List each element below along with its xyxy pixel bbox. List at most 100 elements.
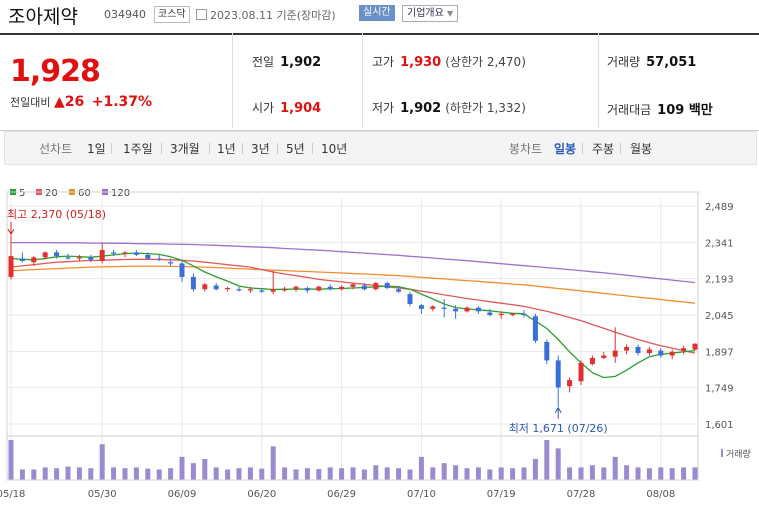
volume-bar	[464, 468, 470, 480]
candle-body	[350, 284, 356, 287]
stock-code: 034940	[104, 8, 146, 21]
volume-bar	[225, 469, 231, 480]
tab-10y[interactable]: 10년	[321, 142, 348, 156]
divider	[620, 143, 621, 154]
tab-daily[interactable]: 일봉	[554, 142, 577, 156]
x-tick-label: 07/10	[407, 489, 436, 500]
candle-body	[487, 312, 493, 315]
lower-limit: (하한가 1,332)	[445, 101, 526, 115]
volume-bar	[54, 468, 60, 480]
volume-bar	[8, 440, 14, 480]
volume-bar	[521, 467, 527, 480]
annotations: 최고 2,370 (05/18) 최저 1,671 (07/26)	[7, 208, 608, 435]
volume-bar	[316, 469, 322, 480]
realtime-button[interactable]: 실시간	[359, 5, 395, 21]
volume-bar	[475, 467, 481, 480]
candle-body	[236, 289, 242, 291]
candle-body	[510, 313, 516, 315]
volume-bar	[692, 467, 698, 480]
candle-body	[179, 263, 185, 277]
candle-body	[532, 316, 538, 341]
ma-legend: 5 20 60 120	[10, 188, 130, 199]
volume-bar	[589, 465, 595, 480]
volume-bar	[282, 467, 288, 480]
company-info-dropdown[interactable]: 기업개요 ▼	[402, 5, 459, 22]
x-tick-label: 08/08	[646, 489, 675, 500]
high-annotation: 최고 2,370 (05/18)	[7, 208, 106, 221]
high-arrow-head	[7, 228, 15, 236]
tab-5y[interactable]: 5년	[286, 142, 305, 156]
candle-body	[407, 294, 413, 304]
candle-body	[567, 380, 573, 387]
legend-label-ma5: 5	[19, 188, 25, 199]
tab-weekly[interactable]: 주봉	[592, 142, 615, 156]
tab-3m[interactable]: 3개월	[170, 142, 200, 156]
candle-body	[316, 286, 322, 291]
legend-label-ma20: 20	[45, 188, 58, 199]
volume-bar	[669, 468, 675, 480]
volume-bar	[156, 469, 162, 480]
volume-bar	[88, 468, 94, 480]
candle-body	[544, 342, 550, 361]
chevron-down-icon: ▼	[447, 9, 454, 18]
volume-label: 거래량	[607, 55, 641, 69]
volume-bar	[612, 456, 618, 480]
open-price: 시가 1,904	[252, 99, 321, 116]
candle-body	[145, 254, 151, 259]
x-tick-label: 07/28	[567, 489, 596, 500]
divider	[582, 143, 583, 154]
divider	[598, 33, 599, 128]
candle-body	[601, 355, 607, 358]
volume-bar	[646, 468, 652, 480]
candle-body	[202, 284, 208, 290]
chart-period-tabs: 선차트 1일 1주일 3개월 1년 3년 5년 10년 봉차트 일봉 주봉 월봉	[4, 131, 757, 165]
y-tick-label: 1,897	[705, 347, 734, 358]
candle-body	[475, 307, 481, 312]
volume-bar	[418, 456, 424, 480]
low-arrow-head	[554, 406, 562, 414]
open-label: 시가	[252, 101, 275, 115]
prev-close: 전일 1,902	[252, 53, 321, 70]
upper-limit: (상한가 2,470)	[445, 55, 526, 69]
low-label: 저가	[372, 101, 395, 115]
candle-body	[612, 350, 618, 357]
candle-body	[190, 276, 196, 290]
volume-bar	[624, 465, 630, 480]
candle-body	[430, 306, 436, 309]
divider	[161, 143, 162, 154]
candle-body	[282, 289, 288, 291]
candle-body	[658, 350, 664, 356]
y-tick-label: 2,045	[705, 311, 734, 322]
volume-bar	[304, 468, 310, 480]
candle-body	[521, 313, 527, 315]
line-chart-label: 선차트	[39, 142, 73, 156]
calendar-icon	[196, 9, 207, 20]
tab-1y[interactable]: 1년	[217, 142, 236, 156]
candle-body	[555, 360, 561, 388]
x-tick-label: 06/09	[168, 489, 197, 500]
volume-bar	[19, 469, 25, 480]
volume-bar	[567, 467, 573, 480]
candle-body	[453, 308, 459, 312]
x-tick-label: 06/20	[247, 489, 276, 500]
tab-1d[interactable]: 1일	[87, 142, 106, 156]
candle-body	[361, 285, 367, 290]
tab-1w[interactable]: 1주일	[123, 142, 153, 156]
tab-3y[interactable]: 3년	[251, 142, 270, 156]
low-annotation: 최저 1,671 (07/26)	[509, 422, 608, 435]
candle-body	[54, 252, 60, 257]
y-tick-label: 1,601	[705, 420, 734, 431]
volume-bar	[658, 467, 664, 480]
axes: 2,489 2,341 2,193 2,045 1,897 1,749 1,601 05/18…	[0, 191, 751, 500]
quote-date: 2023.08.11 기준(장마감)	[196, 7, 336, 23]
candle-body	[42, 252, 48, 258]
candle-body	[225, 287, 231, 290]
candle-body	[168, 262, 174, 264]
volume-bar	[327, 467, 333, 480]
volume-bar	[453, 465, 459, 480]
candle-body	[8, 256, 14, 277]
market-badge: 코스닥	[154, 6, 190, 23]
candle-body	[635, 346, 641, 354]
volume-bar	[407, 469, 413, 480]
tab-monthly[interactable]: 월봉	[630, 142, 653, 156]
